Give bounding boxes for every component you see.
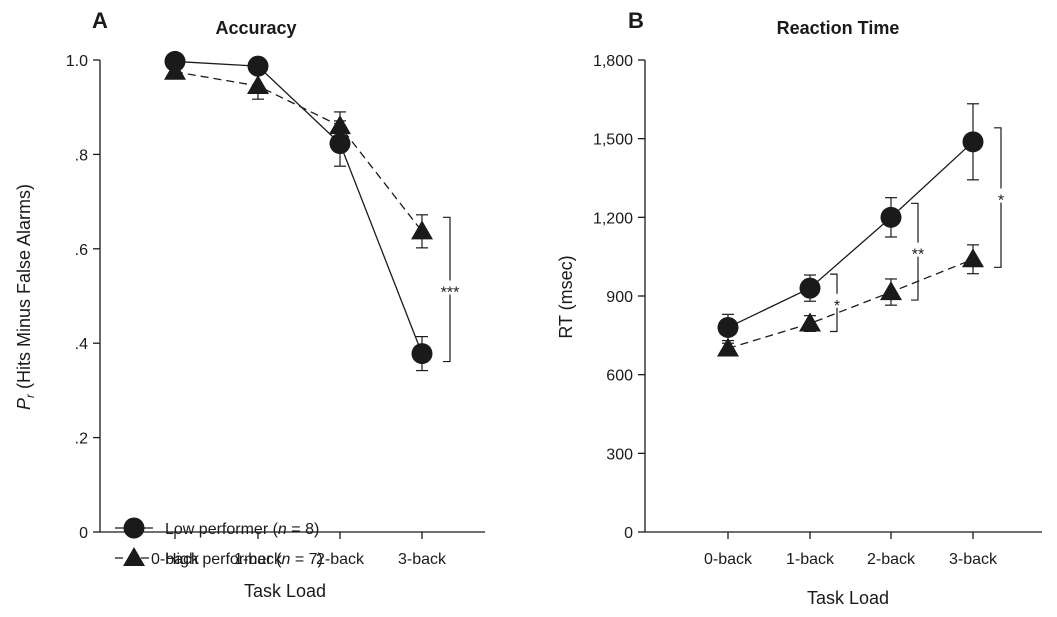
panel-a-significance: *** (441, 216, 460, 363)
panel-b-y-axis-label: RT (msec) (556, 255, 576, 338)
panel-accuracy: A Accuracy Task Load Pr (Hits Minus Fals… (14, 8, 485, 601)
significance-label: * (834, 298, 840, 315)
significance-gap (834, 293, 840, 308)
panel-a-y-label-subscript: r (23, 393, 37, 398)
y-tick-label: 1.0 (66, 53, 88, 70)
x-tick-label: 1-back (786, 551, 835, 568)
x-tick-label: 3-back (398, 551, 447, 568)
x-tick-label: 2-back (867, 551, 916, 568)
y-tick-label: 0 (624, 525, 633, 542)
data-point-low-performer (411, 343, 433, 365)
data-point-low-performer (247, 55, 269, 77)
series-line-low-performer (727, 141, 974, 329)
panel-b-letter: B (628, 8, 644, 33)
data-point-low-performer (799, 277, 821, 299)
x-tick-label: 0-back (151, 551, 200, 568)
y-tick-label: 1,200 (593, 210, 633, 227)
y-tick-label: 600 (606, 368, 633, 385)
y-tick-label: .2 (75, 431, 88, 448)
significance-label: * (998, 193, 1004, 210)
series-line-high-performer (727, 258, 974, 350)
x-tick-label: 2-back (316, 551, 365, 568)
y-tick-label: 1,500 (593, 132, 633, 149)
y-tick-label: .6 (75, 242, 88, 259)
panel-b-x-axis-label: Task Load (807, 588, 889, 608)
panel-a-letter: A (92, 8, 108, 33)
panel-b-ticks: 0 300 600 900 1,200 1,500 1,800 0-back 1-back 2-b… (593, 53, 998, 568)
panel-b-significance: **** (830, 127, 1004, 333)
data-point-high-performer (247, 74, 269, 94)
legend-low-marker (123, 517, 145, 539)
panel-a-y-label-text: (Hits Minus False Alarms) (14, 184, 34, 394)
panel-a-y-label-symbol: P (14, 398, 34, 410)
panel-a-title: Accuracy (215, 18, 296, 38)
legend-low-label: Low performer (n = 8) (165, 521, 319, 538)
data-point-high-performer (880, 281, 902, 301)
data-point-low-performer (962, 131, 984, 153)
panel-reaction-time: B Reaction Time Task Load RT (msec) 0 300… (556, 8, 1042, 608)
y-tick-label: 300 (606, 446, 633, 463)
x-tick-label: 1-back (234, 551, 283, 568)
legend-high-marker (123, 547, 145, 566)
panel-a-ticks: 0 .2 .4 .6 .8 1.0 0-back 1-back 2-back 3-back (66, 53, 447, 568)
y-tick-label: .8 (75, 147, 88, 164)
data-point-low-performer (880, 206, 902, 228)
y-tick-label: 900 (606, 289, 633, 306)
panel-b-title: Reaction Time (777, 18, 900, 38)
y-tick-label: .4 (75, 336, 88, 353)
series-line-low-performer (174, 60, 423, 354)
data-point-low-performer (329, 133, 351, 155)
panel-a-x-axis-label: Task Load (244, 581, 326, 601)
x-tick-label: 3-back (949, 551, 998, 568)
panel-a-marks (164, 50, 433, 372)
data-point-high-performer (717, 337, 739, 357)
data-point-high-performer (411, 220, 433, 240)
panel-b-axes (644, 60, 1042, 533)
y-tick-label: 1,800 (593, 53, 633, 70)
data-point-low-performer (717, 316, 739, 338)
data-point-high-performer (799, 312, 821, 332)
legend: Low performer (n = 8) High performer (n … (115, 517, 323, 568)
significance-label: ** (912, 247, 924, 264)
panel-b-marks (717, 103, 984, 357)
significance-gap (447, 280, 453, 295)
y-tick-label: 0 (79, 525, 88, 542)
panel-a-y-axis-label: Pr (Hits Minus False Alarms) (14, 184, 37, 410)
data-point-high-performer (962, 248, 984, 268)
significance-label: *** (441, 284, 460, 301)
panel-a-axes (99, 60, 485, 533)
x-tick-label: 0-back (704, 551, 753, 568)
series-line-high-performer (174, 71, 423, 232)
significance-gap (998, 188, 1004, 203)
data-point-low-performer (164, 50, 186, 72)
legend-high-label: High performer (n = 7) (165, 551, 323, 568)
significance-gap (915, 242, 921, 257)
